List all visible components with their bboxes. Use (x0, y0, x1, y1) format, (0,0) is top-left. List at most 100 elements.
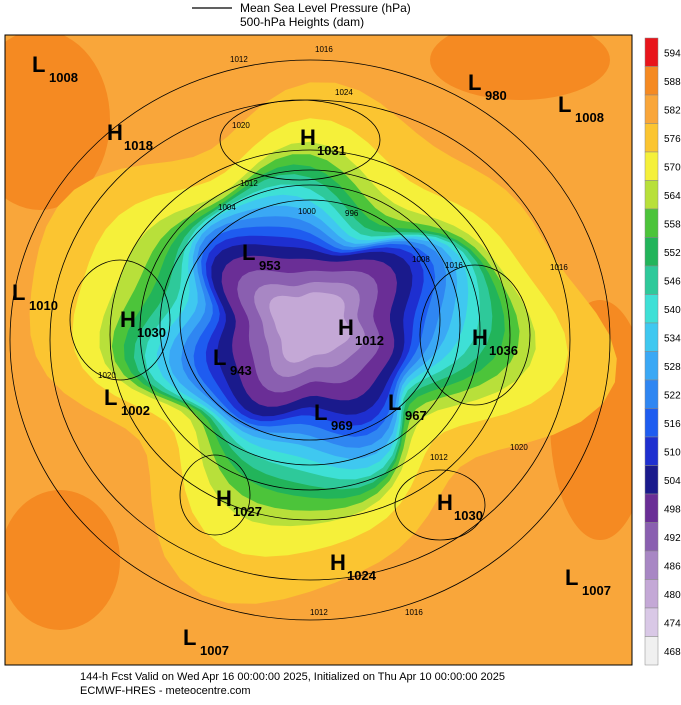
colorbar-label: 522 (664, 390, 681, 401)
colorbar: 594 588 582 576 570 564 558 552 546 540 534 528 522 5… (644, 37, 681, 666)
contour-label: 1012 (230, 55, 248, 64)
isobar (419, 264, 531, 406)
center-letter: L (468, 70, 481, 95)
colorbar-box (644, 294, 659, 324)
center-letter: L (558, 92, 571, 117)
legend-mslp: Mean Sea Level Pressure (hPa) (240, 1, 411, 15)
isobar (179, 454, 251, 536)
center-value: 943 (230, 363, 252, 378)
isobar (394, 469, 486, 541)
isobar (139, 169, 481, 491)
isobar (179, 199, 441, 441)
colorbar-box (644, 465, 659, 495)
colorbar-label: 480 (664, 590, 681, 601)
colorbar-label: 552 (664, 248, 681, 259)
height-layer (5, 490, 120, 630)
center-letter: L (104, 385, 117, 410)
colorbar-box (644, 408, 659, 438)
center-value: 980 (485, 88, 507, 103)
center-letter: L (183, 625, 196, 650)
colorbar-box (644, 237, 659, 267)
colorbar-label: 492 (664, 533, 681, 544)
colorbar-box (644, 322, 659, 352)
isobar (109, 149, 511, 521)
contour-label: 1016 (405, 608, 423, 617)
colorbar-box (644, 379, 659, 409)
colorbar-box (644, 180, 659, 210)
legend-heights: 500-hPa Heights (dam) (240, 15, 364, 29)
colorbar-label: 534 (664, 333, 681, 344)
center-letter: L (32, 52, 45, 77)
center-letter: L (565, 565, 578, 590)
center-letter: H (437, 490, 453, 515)
center-letter: H (120, 307, 136, 332)
colorbar-box (644, 151, 659, 181)
center-value: 1018 (124, 138, 153, 153)
map-frame (4, 34, 633, 666)
colorbar-box (644, 208, 659, 238)
center-value: 1007 (582, 583, 611, 598)
colorbar-label: 576 (664, 134, 681, 145)
colorbar-label: 486 (664, 561, 681, 572)
colorbar-box (644, 66, 659, 96)
center-letter: H (216, 486, 232, 511)
colorbar-label: 570 (664, 162, 681, 173)
center-letter: L (12, 280, 25, 305)
colorbar-label: 540 (664, 305, 681, 316)
colorbar-label: 510 (664, 447, 681, 458)
contour-label: 1012 (430, 453, 448, 462)
center-value: 953 (259, 258, 281, 273)
colorbar-label: 516 (664, 419, 681, 430)
height-layer (269, 292, 351, 363)
contour-label: 1008 (412, 255, 430, 264)
center-letter: H (300, 125, 316, 150)
center-letter: L (242, 240, 255, 265)
center-letter: H (107, 120, 123, 145)
contour-label: 1012 (310, 608, 328, 617)
center-value: 1036 (489, 343, 518, 358)
center-letter: H (338, 315, 354, 340)
center-value: 1030 (454, 508, 483, 523)
contour-label: 1020 (232, 121, 250, 130)
center-value: 969 (331, 418, 353, 433)
colorbar-box (644, 94, 659, 124)
colorbar-label: 558 (664, 219, 681, 230)
colorbar-label: 588 (664, 77, 681, 88)
center-value: 1024 (347, 568, 377, 583)
center-value: 1030 (137, 325, 166, 340)
isobar (159, 184, 461, 466)
contour-label: 1016 (550, 263, 568, 272)
contour-label: 1016 (315, 45, 333, 54)
colorbar-box (644, 37, 659, 67)
center-value: 1027 (233, 504, 262, 519)
colorbar-box (644, 493, 659, 523)
contour-label: 1020 (510, 443, 528, 452)
center-letter: H (472, 325, 488, 350)
colorbar-label: 468 (664, 647, 681, 658)
colorbar-box (644, 123, 659, 153)
footer-line2: ECMWF-HRES - meteocentre.com (80, 685, 251, 697)
colorbar-box (644, 265, 659, 295)
colorbar-label: 564 (664, 191, 681, 202)
center-value: 1010 (29, 298, 58, 313)
colorbar-box (644, 351, 659, 381)
colorbar-box (644, 579, 659, 609)
center-value: 1007 (200, 643, 229, 658)
contour-label: 1020 (98, 371, 116, 380)
center-letter: L (388, 390, 401, 415)
colorbar-label: 582 (664, 105, 681, 116)
center-letter: H (330, 550, 346, 575)
contour-label: 1024 (335, 88, 353, 97)
colorbar-label: 528 (664, 362, 681, 373)
isobar (9, 59, 611, 621)
colorbar-box (644, 436, 659, 466)
center-value: 1008 (575, 110, 604, 125)
isobar (219, 99, 381, 181)
isobar (69, 259, 171, 381)
contour-label: 1004 (218, 203, 236, 212)
map-area: 1016 1012 1024 1020 1012 1004 1000 996 1008 1016 1… (5, 35, 632, 665)
colorbar-label: 546 (664, 276, 681, 287)
colorbar-box (644, 550, 659, 580)
contour-label: 1000 (298, 207, 316, 216)
